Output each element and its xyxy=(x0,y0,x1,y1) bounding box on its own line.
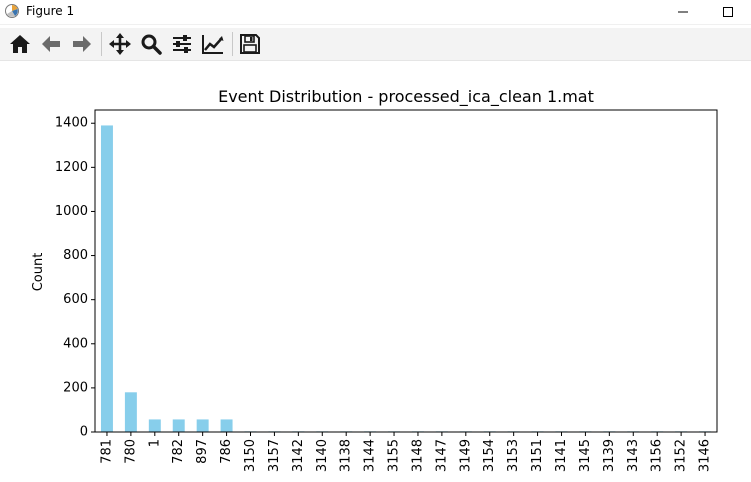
x-tick-label: 782 xyxy=(171,439,186,464)
plot-frame xyxy=(94,109,718,433)
x-tick-label: 1 xyxy=(147,439,162,447)
x-tick-label: 3139 xyxy=(602,439,617,472)
forward-button[interactable] xyxy=(69,31,95,57)
x-tick-label: 3153 xyxy=(506,439,521,472)
save-button[interactable] xyxy=(237,31,263,57)
zoom-button[interactable] xyxy=(138,31,164,57)
configure-subplots-button[interactable] xyxy=(169,31,195,57)
chart-title: Event Distribution - processed_ica_clean… xyxy=(218,87,594,107)
edit-axis-button[interactable] xyxy=(200,31,226,57)
y-tick-label: 1200 xyxy=(55,160,88,175)
x-tick-label: 3152 xyxy=(674,439,689,472)
x-tick-label: 3147 xyxy=(434,439,449,472)
bar-786 xyxy=(220,419,233,432)
y-tick-label: 200 xyxy=(63,380,88,395)
window-titlebar: Figure 1 xyxy=(0,0,751,25)
toolbar-separator xyxy=(101,32,102,56)
y-tick-label: 800 xyxy=(63,248,88,263)
zoom-icon xyxy=(141,34,162,55)
edit-axis-icon xyxy=(202,35,224,54)
figure-canvas[interactable]: Event Distribution - processed_ica_clean… xyxy=(0,61,751,478)
back-button[interactable] xyxy=(38,31,64,57)
maximize-icon xyxy=(723,7,733,17)
x-tick-label: 3155 xyxy=(387,439,402,472)
pan-icon xyxy=(109,33,131,55)
matplotlib-icon xyxy=(5,4,19,18)
x-tick-label: 3141 xyxy=(554,439,569,472)
bars-group xyxy=(100,125,712,432)
save-icon xyxy=(240,34,260,54)
configure-subplots-icon xyxy=(173,35,191,53)
navigation-toolbar xyxy=(0,28,751,61)
bar-782 xyxy=(172,419,185,432)
pan-button[interactable] xyxy=(107,31,133,57)
x-tick-label: 3156 xyxy=(650,439,665,472)
x-tick-label: 3150 xyxy=(243,439,258,472)
x-tick-label: 3144 xyxy=(363,439,378,472)
x-tick-label: 786 xyxy=(219,439,234,464)
x-tick-label: 3148 xyxy=(410,439,425,472)
x-tick-label: 3151 xyxy=(530,439,545,472)
x-tick-label: 3138 xyxy=(339,439,354,472)
bar-chart: Event Distribution - processed_ica_clean… xyxy=(31,87,718,472)
forward-arrow-icon xyxy=(73,36,91,52)
y-tick-label: 1400 xyxy=(55,116,88,131)
y-tick-label: 1000 xyxy=(55,204,88,219)
home-icon xyxy=(10,35,30,53)
bar-1 xyxy=(148,419,161,432)
y-axis-ticks: 0 200 400 600 800 1000 1200 1400 xyxy=(55,116,95,440)
toolbar-separator xyxy=(232,32,233,56)
x-tick-label: 781 xyxy=(99,439,114,464)
y-axis-label: Count xyxy=(31,253,46,292)
x-tick-label: 3146 xyxy=(698,439,713,472)
back-arrow-icon xyxy=(42,36,60,52)
x-tick-label: 3142 xyxy=(291,439,306,472)
y-tick-label: 600 xyxy=(63,292,88,307)
x-tick-label: 3157 xyxy=(267,439,282,472)
maximize-button[interactable] xyxy=(705,0,751,24)
x-tick-label: 780 xyxy=(123,439,138,464)
home-button[interactable] xyxy=(7,31,33,57)
x-tick-label: 3143 xyxy=(626,439,641,472)
y-tick-label: 0 xyxy=(80,425,88,440)
y-tick-label: 400 xyxy=(63,336,88,351)
minimize-icon xyxy=(678,11,688,13)
x-tick-label: 3145 xyxy=(578,439,593,472)
window-title: Figure 1 xyxy=(26,4,75,18)
bar-781 xyxy=(100,125,113,432)
minimize-button[interactable] xyxy=(660,0,706,24)
bar-897 xyxy=(196,419,209,432)
x-tick-label: 897 xyxy=(195,439,210,464)
bar-780 xyxy=(124,392,137,432)
x-tick-label: 3154 xyxy=(482,439,497,472)
x-tick-label: 3149 xyxy=(458,439,473,472)
x-tick-label: 3140 xyxy=(315,439,330,472)
x-axis-ticks: 781 780 1 782 897 786 3150 3157 3142 3140 3138 3144… xyxy=(99,432,713,472)
